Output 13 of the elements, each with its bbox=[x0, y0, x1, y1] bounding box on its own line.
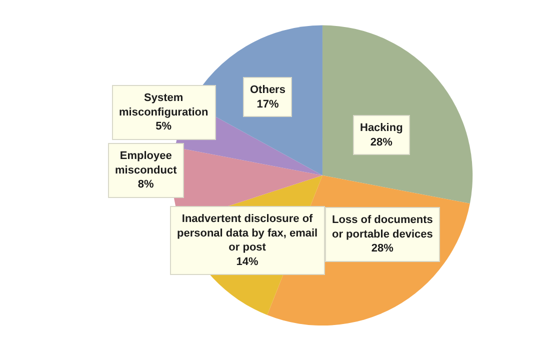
data-label: 28% bbox=[370, 136, 393, 148]
data-label: 28% bbox=[371, 242, 394, 255]
data-label: 5% bbox=[156, 120, 172, 133]
data-label: 17% bbox=[256, 98, 279, 110]
slice-label: Hacking bbox=[360, 122, 403, 134]
slice-label: Loss of documents or portable devices bbox=[332, 214, 433, 240]
slice-label: System misconfiguration bbox=[119, 92, 209, 118]
slice-label: Others bbox=[250, 84, 286, 96]
slice-label: Employee misconduct bbox=[115, 150, 178, 176]
slice-label: Inadvertent disclosure of personal data by fax, email or post bbox=[177, 213, 318, 254]
data-label: 8% bbox=[138, 178, 154, 191]
pie-slice bbox=[322, 25, 472, 204]
data-label: 14% bbox=[236, 256, 259, 268]
